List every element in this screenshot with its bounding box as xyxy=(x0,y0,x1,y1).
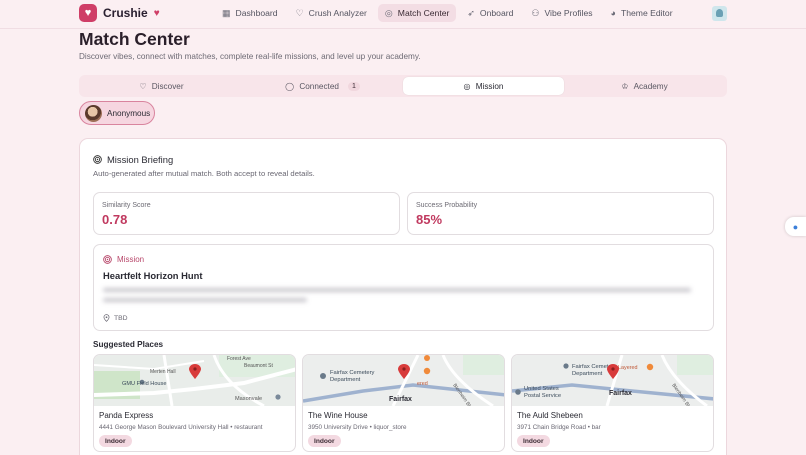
user-avatar[interactable] xyxy=(712,6,727,21)
place-address: 3950 University Drive • liquor_store xyxy=(308,424,407,431)
place-name: The Auld Shebeen xyxy=(517,411,583,420)
tab-mission[interactable]: ◎ Mission xyxy=(403,77,564,95)
place-card[interactable]: Forest Ave Beaumont St Merten Hall GMU F… xyxy=(93,354,296,452)
place-address: 4441 George Mason Boulevard University H… xyxy=(99,424,263,431)
brand-name: Crushie xyxy=(103,6,148,20)
place-address: 3971 Chain Bridge Road • bar xyxy=(517,424,601,431)
page-subtitle: Discover vibes, connect with matches, co… xyxy=(79,52,421,61)
nav-onboard[interactable]: ➶ Onboard xyxy=(467,7,514,19)
rocket-icon: ➶ xyxy=(467,7,475,18)
svg-text:Masonvale: Masonvale xyxy=(235,396,262,402)
compass-icon: ◎ xyxy=(384,7,393,18)
mission-location: TBD xyxy=(103,314,128,322)
svg-text:Fairfax: Fairfax xyxy=(609,390,632,397)
nav-crush-analyzer[interactable]: ♡ Crush Analyzer xyxy=(295,7,367,19)
sparkle-icon: ● xyxy=(792,221,799,232)
page-title: Match Center xyxy=(79,29,190,49)
palette-icon: ◕ xyxy=(610,8,616,18)
place-card[interactable]: Fairfax Cemetery Department Fairfax Blen… xyxy=(302,354,505,452)
divider xyxy=(0,28,806,29)
nav-vibe-profiles[interactable]: ⚇ Vibe Profiles xyxy=(531,7,593,19)
top-navbar: ♥ Crushie ♥ ▦ Dashboard ♡ Crush Analyzer ◎… xyxy=(0,0,806,28)
map-thumbnail[interactable]: Fairfax Cemetery Department Fairfax Blen… xyxy=(303,355,505,406)
success-probability-card: Success Probability 85% xyxy=(407,192,714,235)
tab-discover[interactable]: ♡ Discover xyxy=(139,81,184,92)
target-icon xyxy=(93,155,102,164)
svg-text:Postal Service: Postal Service xyxy=(524,393,561,399)
floating-assistant-button[interactable]: ● xyxy=(785,217,806,236)
place-tag: Indoor xyxy=(517,435,550,447)
place-tag: Indoor xyxy=(308,435,341,447)
grid-icon: ▦ xyxy=(222,7,231,18)
tab-academy[interactable]: ♔ Academy xyxy=(621,81,668,92)
svg-text:Department: Department xyxy=(572,371,603,377)
stat-label: Similarity Score xyxy=(102,202,151,209)
mission-details-hidden xyxy=(103,288,703,312)
brand[interactable]: ♥ Crushie ♥ xyxy=(79,4,160,22)
svg-text:Beaumont St: Beaumont St xyxy=(244,363,274,369)
main-nav: ▦ Dashboard ♡ Crush Analyzer ◎ Match Center… xyxy=(215,4,680,22)
count-badge: 1 xyxy=(347,81,360,91)
nav-theme-editor[interactable]: ◕ Theme Editor xyxy=(610,8,673,18)
nav-dashboard[interactable]: ▦ Dashboard xyxy=(222,7,278,19)
mission-panel: Mission Heartfelt Horizon Hunt TBD xyxy=(93,244,714,331)
match-chip[interactable]: Anonymous xyxy=(79,101,155,125)
briefing-header: Mission Briefing xyxy=(93,154,173,165)
logo-heart-icon: ♥ xyxy=(79,4,97,22)
svg-text:Fairfax: Fairfax xyxy=(389,396,412,403)
place-card[interactable]: Fairfax Cemetery Department United State… xyxy=(511,354,714,452)
svg-text:Merten Hall: Merten Hall xyxy=(150,369,176,375)
match-tabs: ♡ Discover ◯ Connected 1 ◎ Mission ♔ Academy xyxy=(79,75,727,97)
location-pin-icon xyxy=(103,314,110,322)
svg-text:Forest Ave: Forest Ave xyxy=(227,356,251,362)
crown-icon: ♔ xyxy=(621,82,629,91)
similarity-score-card: Similarity Score 0.78 xyxy=(93,192,400,235)
stat-label: Success Probability xyxy=(416,202,478,209)
svg-text:Department: Department xyxy=(330,377,361,383)
stat-value: 0.78 xyxy=(102,212,128,227)
nav-match-center[interactable]: ◎ Match Center xyxy=(377,4,457,22)
mission-title: Heartfelt Horizon Hunt xyxy=(103,270,203,281)
place-name: Panda Express xyxy=(99,411,154,420)
users-icon: ⚇ xyxy=(531,7,540,18)
map-thumbnail[interactable]: Forest Ave Beaumont St Merten Hall GMU F… xyxy=(94,355,296,406)
match-name: Anonymous xyxy=(107,108,151,118)
place-name: The Wine House xyxy=(308,411,368,420)
place-tag: Indoor xyxy=(99,435,132,447)
target-icon: ◎ xyxy=(463,82,471,91)
heart-icon: ♥ xyxy=(153,7,160,19)
svg-text:ered: ered xyxy=(417,381,428,387)
svg-text:United States: United States xyxy=(524,386,559,392)
chat-icon: ◯ xyxy=(285,82,295,91)
svg-text:Fairfax Cemetery: Fairfax Cemetery xyxy=(330,370,375,376)
mission-tag: Mission xyxy=(103,255,144,264)
avatar xyxy=(85,104,102,122)
suggested-places-title: Suggested Places xyxy=(93,340,164,349)
svg-text:Fairfax Cemetery: Fairfax Cemetery xyxy=(572,364,617,370)
mission-briefing-card: Mission Briefing Auto-generated after mu… xyxy=(79,138,727,455)
briefing-title: Mission Briefing xyxy=(107,154,174,165)
tab-connected[interactable]: ◯ Connected 1 xyxy=(242,77,403,95)
briefing-subtitle: Auto-generated after mutual match. Both … xyxy=(93,169,315,178)
heart-icon: ♡ xyxy=(139,82,147,91)
target-icon xyxy=(103,255,112,264)
stat-value: 85% xyxy=(416,212,443,227)
heart-icon: ♡ xyxy=(295,7,304,18)
svg-text:Layered: Layered xyxy=(618,365,637,371)
map-thumbnail[interactable]: Fairfax Cemetery Department United State… xyxy=(512,355,714,406)
svg-text:GMU Field House: GMU Field House xyxy=(122,381,166,387)
